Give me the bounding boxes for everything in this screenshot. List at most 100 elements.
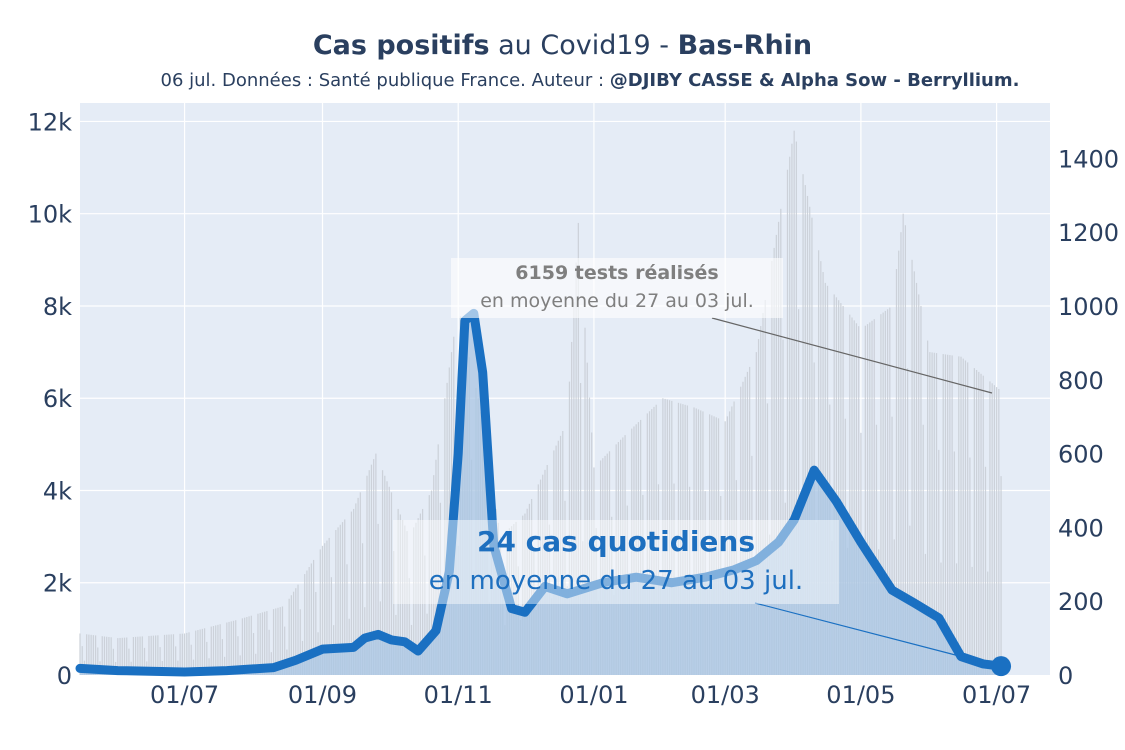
y-left-tick-label: 8k xyxy=(43,293,72,321)
tests-bar xyxy=(226,622,228,675)
tests-bar xyxy=(933,352,935,675)
tests-bar xyxy=(357,497,359,675)
tests-bar xyxy=(599,460,602,675)
tests-bar xyxy=(528,503,531,675)
tests-bar xyxy=(833,294,835,675)
tests-bar xyxy=(179,633,181,675)
tests-bar xyxy=(938,449,940,675)
tests-bar xyxy=(337,527,339,675)
tests-bar xyxy=(143,647,146,675)
tests-bar xyxy=(726,416,729,675)
tests-bar xyxy=(190,644,192,675)
tests-bar xyxy=(858,326,860,675)
tests-bar xyxy=(81,646,83,675)
tests-bar xyxy=(544,469,546,675)
tests-bar xyxy=(437,444,439,675)
tests-bar xyxy=(353,508,355,675)
tests-bar xyxy=(791,143,793,675)
title-region: Bas-Rhin xyxy=(677,30,813,61)
tests-bar xyxy=(755,352,757,675)
tests-bar xyxy=(606,453,608,675)
tests-bar xyxy=(390,492,393,675)
tests-bar xyxy=(995,387,998,675)
tests-bar xyxy=(793,130,795,675)
tests-bar xyxy=(306,570,308,675)
tests-annotation-detail: en moyenne du 27 au 03 jul. xyxy=(480,290,754,312)
tests-bar xyxy=(640,419,642,675)
tests-bar xyxy=(764,299,766,675)
tests-bar xyxy=(328,537,330,675)
tests-bar xyxy=(163,634,166,675)
tests-bar xyxy=(749,366,751,675)
tests-bar xyxy=(277,607,279,675)
tests-bar xyxy=(539,479,542,675)
y-left-tick-label: 2k xyxy=(43,570,72,598)
tests-bar xyxy=(953,451,955,675)
tests-bar xyxy=(942,354,944,675)
tests-bar xyxy=(103,636,106,675)
tests-bar xyxy=(430,490,433,675)
tests-bar xyxy=(651,409,653,675)
tests-bar xyxy=(288,598,290,675)
title-middle: au Covid19 - xyxy=(489,30,678,61)
tests-bar xyxy=(413,527,415,675)
tests-bar xyxy=(680,403,682,675)
tests-bar xyxy=(608,451,611,675)
tests-bar xyxy=(408,578,410,675)
tests-bar xyxy=(797,309,800,675)
tests-bar xyxy=(889,307,891,675)
tests-bar xyxy=(135,636,137,675)
tests-bar xyxy=(97,647,99,675)
tests-bar xyxy=(866,324,869,675)
tests-bar xyxy=(435,459,437,675)
tests-bar xyxy=(259,613,261,675)
tests-bar xyxy=(967,362,969,675)
y-right-tick-label: 1000 xyxy=(1058,293,1119,321)
tests-bar xyxy=(350,511,353,675)
tests-bar xyxy=(319,549,321,675)
tests-bar xyxy=(172,634,175,675)
tests-bar xyxy=(840,303,842,675)
y-right-tick-label: 1200 xyxy=(1058,219,1119,247)
tests-bar xyxy=(384,475,386,675)
tests-bar xyxy=(789,156,791,676)
tests-bar xyxy=(424,555,426,675)
tests-bar xyxy=(250,615,252,675)
tests-bar xyxy=(197,630,199,675)
tests-bar xyxy=(991,383,993,675)
tests-bar xyxy=(377,523,379,675)
tests-bar xyxy=(637,422,640,675)
tests-bar xyxy=(653,406,655,675)
tests-bar xyxy=(344,519,346,675)
tests-bar xyxy=(139,636,141,675)
tests-bar xyxy=(219,624,221,675)
tests-bar xyxy=(662,398,664,675)
tests-bar xyxy=(715,417,717,675)
tests-bar xyxy=(217,624,219,675)
tests-bar xyxy=(446,382,448,675)
tests-bar xyxy=(210,626,212,675)
x-tick-label: 01/05 xyxy=(826,681,895,709)
tests-bar xyxy=(871,320,873,675)
tests-bar xyxy=(998,388,1000,675)
tests-bar xyxy=(223,656,226,675)
tests-bar xyxy=(361,543,364,675)
tests-bar xyxy=(895,269,898,675)
tests-bar xyxy=(397,508,399,675)
tests-bar xyxy=(281,606,284,675)
tests-bar xyxy=(622,437,624,675)
tests-bar xyxy=(308,567,310,675)
tests-annotation-headline: 6159 tests réalisés xyxy=(515,262,719,284)
tests-bar xyxy=(444,398,446,675)
tests-bar xyxy=(341,522,344,675)
tests-bar xyxy=(668,400,671,675)
x-tick-label: 01/09 xyxy=(288,681,357,709)
tests-bar xyxy=(842,305,844,675)
x-tick-label: 01/07 xyxy=(150,681,219,709)
tests-bar xyxy=(359,492,361,675)
tests-bar xyxy=(869,322,871,675)
tests-bar xyxy=(375,453,377,675)
tests-bar xyxy=(579,383,582,675)
tests-bar xyxy=(101,636,103,675)
tests-bar xyxy=(875,424,878,675)
